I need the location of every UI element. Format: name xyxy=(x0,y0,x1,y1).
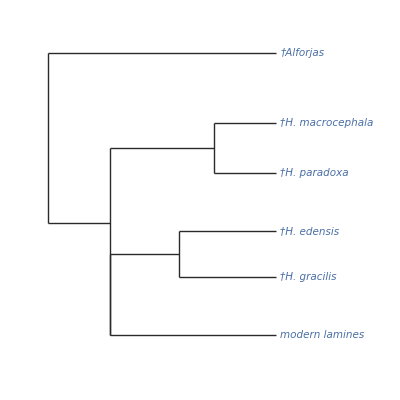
Text: †H. paradoxa: †H. paradoxa xyxy=(280,168,349,178)
Text: †H. macrocephala: †H. macrocephala xyxy=(280,118,374,128)
Text: †H. edensis: †H. edensis xyxy=(280,226,339,236)
Text: modern lamines: modern lamines xyxy=(280,330,364,340)
Text: †H. gracilis: †H. gracilis xyxy=(280,272,337,282)
Text: †Alforjas: †Alforjas xyxy=(280,48,324,58)
